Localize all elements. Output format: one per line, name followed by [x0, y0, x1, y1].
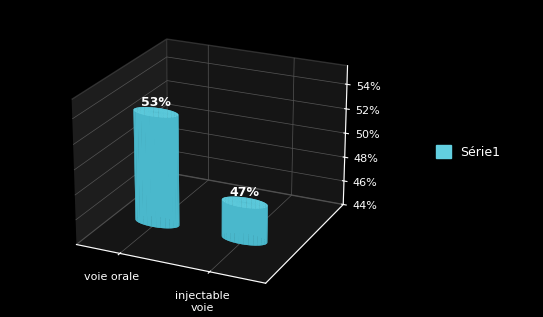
- Legend: Série1: Série1: [431, 140, 506, 164]
